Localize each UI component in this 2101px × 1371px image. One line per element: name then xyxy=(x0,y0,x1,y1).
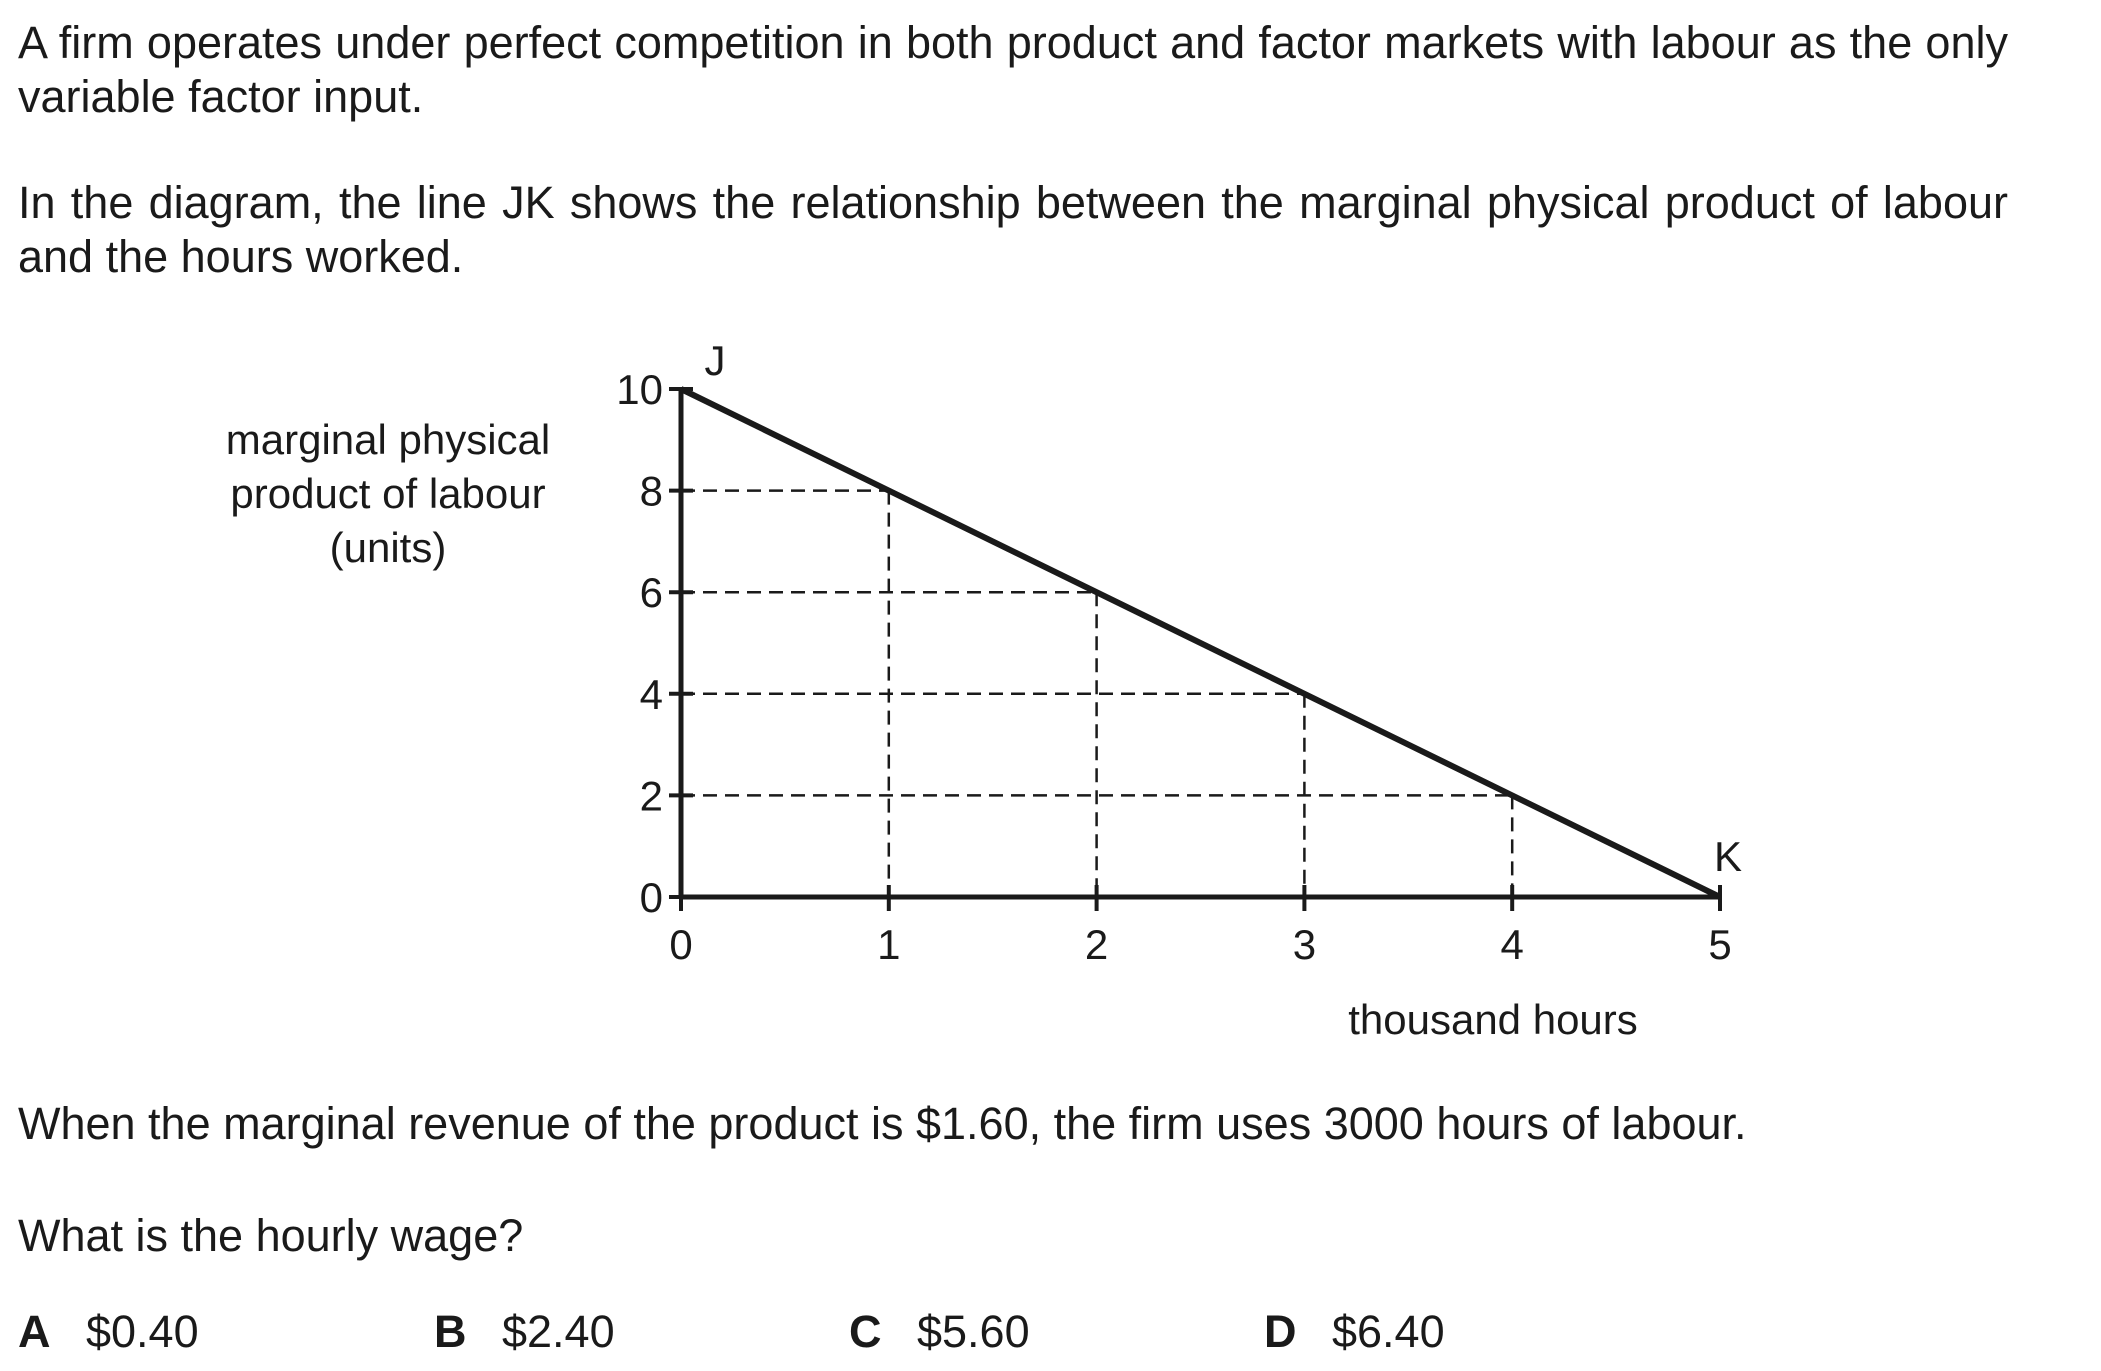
x-tick-label: 4 xyxy=(1501,921,1524,968)
option-d[interactable]: D $6.40 xyxy=(1264,1305,1445,1359)
answer-options: A $0.40 B $2.40 C $5.60 D $6.40 xyxy=(0,1305,2101,1365)
option-letter: D xyxy=(1264,1306,1297,1357)
y-tick-label: 4 xyxy=(640,671,663,718)
option-value: $2.40 xyxy=(502,1306,615,1357)
point-labels: JK xyxy=(705,337,1743,880)
question-prompt: What is the hourly wage? xyxy=(18,1210,524,1261)
intro-paragraph-1: A firm operates under perfect competitio… xyxy=(18,17,2008,122)
x-tick-label: 1 xyxy=(877,921,900,968)
option-value: $0.40 xyxy=(86,1306,199,1357)
series-jk xyxy=(679,386,1722,900)
dashed-guide-lines xyxy=(681,489,1514,897)
option-value: $6.40 xyxy=(1332,1306,1445,1357)
y-axis-label: marginal physical product of labour (uni… xyxy=(226,416,550,571)
intro-paragraph-2: In the diagram, the line JK shows the re… xyxy=(18,177,2008,282)
option-letter: A xyxy=(18,1306,51,1357)
option-letter: B xyxy=(434,1306,467,1357)
question-statement: When the marginal revenue of the product… xyxy=(18,1098,1747,1149)
option-b[interactable]: B $2.40 xyxy=(434,1305,615,1359)
y-axis-label-line-3: (units) xyxy=(330,524,447,571)
option-c[interactable]: C $5.60 xyxy=(849,1305,1030,1359)
point-label-j: J xyxy=(705,337,726,384)
y-tick-label: 0 xyxy=(640,874,663,921)
x-tick-label: 0 xyxy=(669,921,692,968)
y-tick-label: 6 xyxy=(640,569,663,616)
option-value: $5.60 xyxy=(917,1306,1030,1357)
point-label-k: K xyxy=(1714,833,1742,880)
y-tick-label: 8 xyxy=(640,468,663,515)
x-tick-label: 5 xyxy=(1708,921,1731,968)
option-a[interactable]: A $0.40 xyxy=(18,1305,199,1359)
y-axis-label-line-1: marginal physical xyxy=(226,416,550,463)
y-axis-label-line-2: product of labour xyxy=(230,470,545,517)
axes xyxy=(678,389,1720,900)
line-jk xyxy=(679,386,1722,900)
y-ticks: 0 2 4 6 8 10 xyxy=(616,366,693,921)
y-tick-label: 2 xyxy=(640,772,663,819)
option-letter: C xyxy=(849,1306,882,1357)
x-ticks: 0 1 2 3 4 5 xyxy=(669,885,1732,968)
x-tick-label: 2 xyxy=(1085,921,1108,968)
y-tick-label: 10 xyxy=(616,366,663,413)
x-tick-label: 3 xyxy=(1293,921,1316,968)
x-axis-label: thousand hours xyxy=(1348,996,1638,1043)
